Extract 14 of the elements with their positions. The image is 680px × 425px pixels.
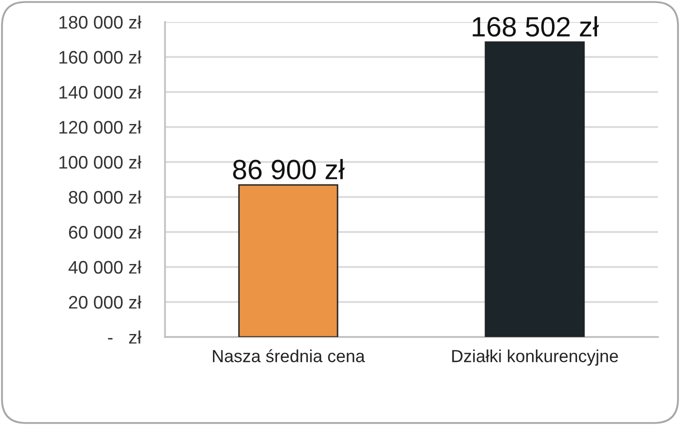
- y-tick-label: 20 000 zł: [69, 295, 142, 309]
- y-tick-label: 140 000 zł: [59, 85, 142, 99]
- x-tick-label: Działki konkurencyjne: [452, 350, 618, 366]
- data-label: 168 502 zł: [472, 16, 599, 37]
- y-tick-label: 180 000 zł: [59, 15, 142, 29]
- y-tick-label: 100 000 zł: [59, 155, 142, 169]
- data-label: 86 900 zł: [233, 159, 344, 180]
- y-tick-label: 160 000 zł: [59, 50, 142, 64]
- y-tick-label: - zł: [108, 330, 142, 344]
- y-tick-label: 120 000 zł: [59, 120, 142, 134]
- x-tick-label: Nasza średnia cena: [212, 349, 365, 362]
- y-tick-label: 60 000 zł: [69, 225, 142, 239]
- y-tick-label: 40 000 zł: [68, 260, 142, 274]
- y-tick-label: 80 000 zł: [68, 190, 142, 204]
